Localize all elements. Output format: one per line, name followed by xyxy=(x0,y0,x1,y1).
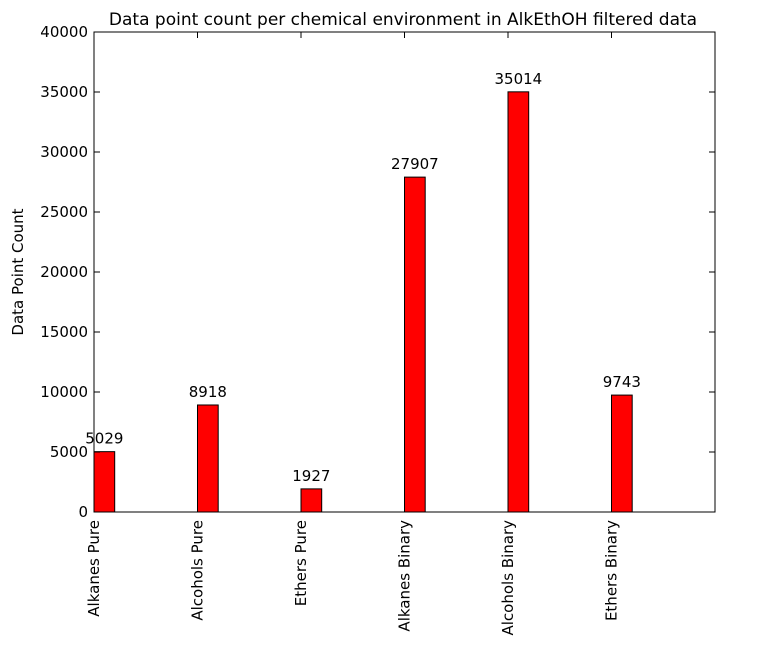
bar-alkanes-pure xyxy=(93,451,116,513)
x-tick-label: Alkanes Binary xyxy=(396,520,414,632)
data-label: 27907 xyxy=(391,155,439,173)
bar-ethers-binary xyxy=(611,394,633,513)
y-axis-label: Data Point Count xyxy=(9,208,27,335)
data-label: 5029 xyxy=(85,430,123,448)
y-tick-label: 5000 xyxy=(50,443,88,461)
y-tick-label: 30000 xyxy=(40,143,88,161)
bar-alcohols-pure xyxy=(197,404,219,513)
chart-title: Data point count per chemical environmen… xyxy=(109,10,697,30)
data-label: 8918 xyxy=(189,383,227,401)
x-tick-label: Alkanes Pure xyxy=(85,520,103,617)
y-tick-label: 10000 xyxy=(40,383,88,401)
y-tick-label: 35000 xyxy=(40,83,88,101)
x-tick-label: Alcohols Binary xyxy=(499,520,517,636)
y-tick-label: 15000 xyxy=(40,323,88,341)
data-label: 9743 xyxy=(603,373,641,391)
bar-alcohols-binary xyxy=(507,91,530,513)
bar-ethers-pure xyxy=(300,488,323,513)
y-tick-label: 25000 xyxy=(40,203,88,221)
data-label: 35014 xyxy=(494,70,542,88)
y-tick-label: 0 xyxy=(78,503,88,521)
bar-alkanes-binary xyxy=(404,176,426,513)
x-tick-label: Alcohols Pure xyxy=(189,520,207,621)
plot-area: 5029 8918 1927 27907 35014 9743 0 5000 10000 1500… xyxy=(40,23,716,636)
y-tick-label: 20000 xyxy=(40,263,88,281)
y-tick-label: 40000 xyxy=(40,23,88,41)
x-tick-label: Ethers Binary xyxy=(603,520,621,621)
data-label: 1927 xyxy=(292,467,330,485)
x-tick-label: Ethers Pure xyxy=(292,520,310,606)
